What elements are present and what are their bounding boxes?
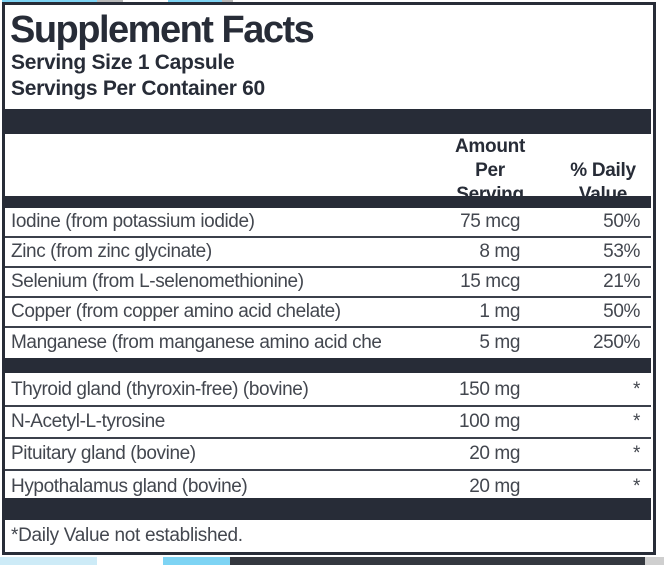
ingredient-amount: 150 mg [459, 379, 520, 400]
ingredient-name: Pituitary gland (bovine) [11, 443, 196, 464]
ingredient-daily-value: 50% [603, 301, 640, 322]
ingredient-name: N-Acetyl-L-tyrosine [11, 411, 165, 432]
table-header-row: Amount Per Serving % Daily Value [5, 135, 651, 205]
ingredient-amount: 1 mg [479, 301, 520, 322]
ingredient-name: Copper (from copper amino acid chelate) [11, 301, 341, 322]
table-row: Selenium (from L-selenomethionine) 15 mc… [5, 268, 651, 298]
ingredient-daily-value: * [633, 379, 640, 400]
ingredient-daily-value: 50% [603, 211, 640, 232]
panel-title: Supplement Facts [10, 9, 315, 51]
ingredient-amount: 20 mg [469, 476, 520, 497]
ingredient-amount: 20 mg [469, 443, 520, 464]
table-row: Copper (from copper amino acid chelate) … [5, 298, 651, 328]
supplement-facts-panel: Supplement Facts Serving Size 1 Capsule … [2, 2, 656, 555]
table-row: Iodine (from potassium iodide) 75 mcg 50… [5, 208, 651, 238]
table-row: Manganese (from manganese amino acid che… [5, 328, 651, 358]
divider-bar-bottom [5, 498, 651, 520]
ingredient-daily-value: * [633, 476, 640, 497]
ingredient-name: Iodine (from potassium iodide) [11, 211, 255, 232]
ingredient-daily-value: 250% [593, 332, 640, 353]
ingredient-name: Zinc (from zinc glycinate) [11, 241, 212, 262]
ingredient-name: Hypothalamus gland (bovine) [11, 476, 248, 497]
table-row: Thyroid gland (thyroxin-free) (bovine) 1… [5, 375, 651, 407]
bottom-cyan-strip [163, 557, 230, 565]
daily-value-footnote: *Daily Value not established. [11, 525, 243, 546]
ingredient-name: Manganese (from manganese amino acid che… [11, 332, 381, 353]
ingredient-amount: 5 mg [479, 332, 520, 353]
ingredient-name: Thyroid gland (thyroxin-free) (bovine) [11, 379, 309, 400]
divider-bar-below-header [5, 196, 651, 208]
ingredient-daily-value: * [633, 443, 640, 464]
ingredient-name: Selenium (from L-selenomethionine) [11, 271, 304, 292]
ingredient-daily-value: 21% [603, 271, 640, 292]
ingredient-amount: 100 mg [459, 411, 520, 432]
table-row: Zinc (from zinc glycinate) 8 mg 53% [5, 238, 651, 268]
table-row: Pituitary gland (bovine) 20 mg * [5, 439, 651, 471]
divider-bar-thick-top [5, 109, 651, 134]
bottom-pale-cyan-strip [0, 557, 97, 565]
serving-size-text: Serving Size 1 Capsule [11, 51, 235, 74]
bottom-light-gray-strip [645, 557, 664, 565]
table-row: N-Acetyl-L-tyrosine 100 mg * [5, 407, 651, 439]
ingredient-amount: 15 mcg [460, 271, 520, 292]
ingredient-amount: 75 mcg [460, 211, 520, 232]
servings-per-container-text: Servings Per Container 60 [11, 77, 265, 100]
bottom-dark-strip [230, 557, 645, 565]
ingredient-daily-value: * [633, 411, 640, 432]
table-row: Hypothalamus gland (bovine) 20 mg * [5, 471, 651, 503]
ingredient-amount: 8 mg [479, 241, 520, 262]
ingredient-daily-value: 53% [603, 241, 640, 262]
divider-bar-mid [5, 358, 651, 373]
